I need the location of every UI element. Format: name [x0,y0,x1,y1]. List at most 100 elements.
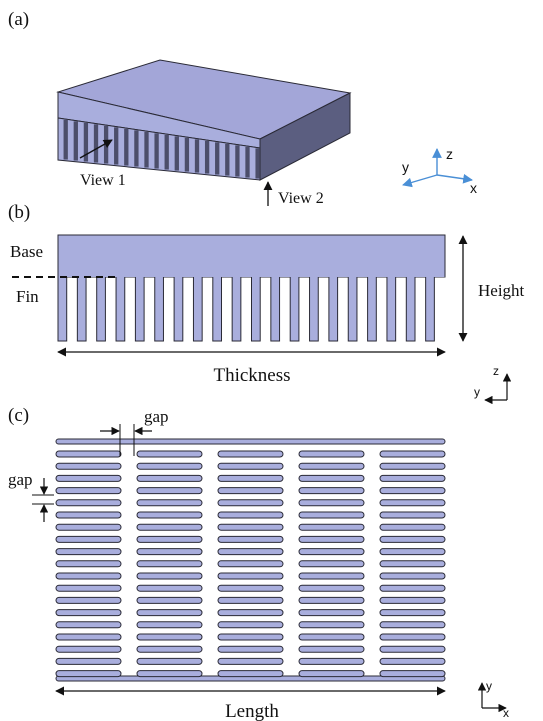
fin-bar [379,621,446,629]
fin-bar [55,548,122,556]
fin-bar [379,645,446,653]
fin [76,275,87,342]
fin-bar [217,633,284,641]
fin-bar [55,609,122,617]
fin-bar [379,499,446,507]
base-block [57,234,446,278]
fin-slot [93,124,99,163]
fin-bar [298,609,365,617]
fin-bar [217,657,284,665]
fin-bar [298,633,365,641]
fin-root-fill [58,274,445,277]
fin [309,275,319,342]
fin-bar [298,645,365,653]
fin [212,275,223,342]
fin-slot [174,136,179,171]
heat-sink-3d [56,59,352,181]
fin-bar [379,450,446,458]
fin-bar [136,462,203,470]
fin-bar [217,462,284,470]
fin-bar [379,560,446,568]
fin-slot [225,143,230,176]
view2-label: View 2 [278,190,324,207]
view1-arrow [79,139,113,159]
axes-corner-b: z y [474,364,512,405]
fin-region [57,117,261,181]
fin-slot [83,122,89,162]
fin-bar [379,474,446,482]
axis-x-label: x [470,180,477,196]
fin-bar [217,596,284,604]
fin-slot [73,121,78,161]
fin-bar [379,584,446,592]
fin-bar [298,548,365,556]
fin-bar [217,499,284,507]
fin-bar [379,596,446,604]
fin-bar [136,657,203,665]
fin-bar [298,596,365,604]
fin-bar [55,511,122,519]
fin-slot [114,127,119,165]
fin-bar [298,487,365,495]
fin-bar [379,462,446,470]
fin-bar [136,645,203,653]
fin [173,275,184,342]
view1-label: View 1 [80,172,126,189]
fin-bar [136,523,203,531]
fin-bar [136,487,203,495]
gap-vertical-label: gap [8,470,33,489]
fin-bar [298,535,365,543]
thickness-label: Thickness [213,365,290,386]
fin [134,275,145,342]
fin-row [57,274,445,342]
fin-bar [217,487,284,495]
fin-slot [134,130,139,167]
fin [347,275,358,342]
fin-bar [136,450,203,458]
fin [328,275,339,342]
fin-label: Fin [16,287,39,306]
fin-bar [298,474,365,482]
axes-triad-a: z y x [402,146,477,196]
fin-slot [255,148,260,179]
fin-bar [217,450,284,458]
fin-bar [217,474,284,482]
fin [405,275,416,342]
fin-slot [194,139,200,173]
fin-bar [136,596,203,604]
fin-bar [217,560,284,568]
fin-slot [164,134,169,170]
fin-bar [55,621,122,629]
fin-bar [55,474,122,482]
fin-array-top-view [55,438,446,682]
fin-bar [217,511,284,519]
top-rail [55,438,446,445]
fin-bar [136,584,203,592]
fin-bar [55,572,122,580]
fin-bar [55,657,122,665]
axis-x-label-c: x [503,706,509,720]
fin-bar [298,511,365,519]
fin-bar [136,572,203,580]
panel-a-label: (a) [8,9,29,30]
fin-bar [217,621,284,629]
fin [231,275,242,342]
fin-bar [136,548,203,556]
gap-horizontal-label: gap [144,407,169,426]
fin-bar [55,535,122,543]
fin-slot [154,133,159,169]
fin-bar [217,609,284,617]
fin-bar [379,657,446,665]
fin-bar [379,548,446,556]
fin-bar [298,499,365,507]
axis-z-label-b: z [493,364,499,378]
fin-bar [379,633,446,641]
fin-bar [298,670,365,678]
fin-bar [298,523,365,531]
fin-bar [217,548,284,556]
length-label: Length [225,701,279,721]
fin-bar [379,511,446,519]
fin-slot [144,131,149,168]
fin-bar [298,560,365,568]
